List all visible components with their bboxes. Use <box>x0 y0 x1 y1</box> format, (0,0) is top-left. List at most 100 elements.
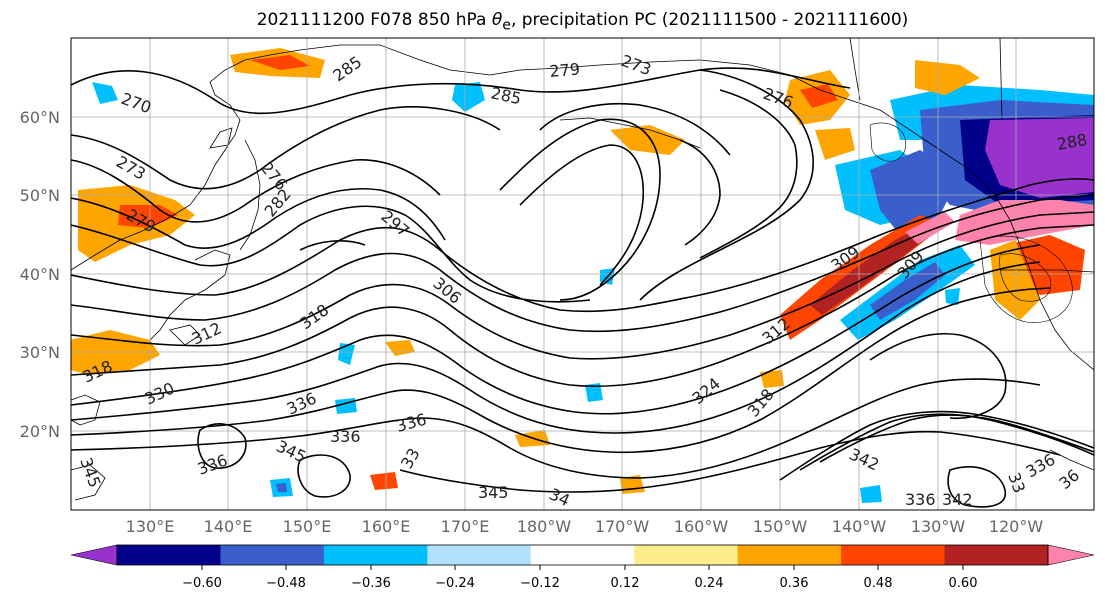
colorbar-cell <box>634 545 739 565</box>
lon-label: 170°E <box>441 517 490 536</box>
lon-label: 120°W <box>989 517 1044 536</box>
lat-label-40n: 40°N <box>20 265 60 284</box>
colorbar-cell <box>530 545 635 565</box>
contour-line <box>539 102 731 156</box>
shade-patch <box>945 288 960 305</box>
contour-line <box>71 224 1094 388</box>
colorbar-extend-max <box>1047 544 1095 566</box>
contour-line <box>197 423 247 469</box>
chart-title: 2021111200 F078 850 hPa θe, precipitatio… <box>256 10 909 34</box>
lon-label: 150°W <box>753 517 808 536</box>
shade-patch <box>990 240 1040 320</box>
lon-label: 130°E <box>126 517 175 536</box>
contour-line <box>71 106 501 190</box>
contour-line <box>71 287 1051 454</box>
shade-patch <box>760 370 784 388</box>
colorbar-tick-label: −0.48 <box>266 576 306 591</box>
coastline <box>849 38 1094 273</box>
shade-patch <box>870 262 945 320</box>
shade-patch <box>610 125 685 155</box>
contour-line <box>71 67 851 115</box>
lon-label: 160°E <box>362 517 411 536</box>
colorbar-tick-label: 0.36 <box>780 576 809 591</box>
contour-line <box>71 211 1094 360</box>
shade-patch <box>800 84 838 108</box>
latitude-labels: 60°N 50°N 40°N 30°N 20°N <box>20 108 60 441</box>
shade-patch <box>810 222 935 315</box>
coastline <box>71 464 106 501</box>
coastline <box>1049 449 1094 471</box>
colorbar-cells <box>117 545 1049 565</box>
colorbar-extend-min <box>70 544 118 566</box>
lon-label: 140°E <box>204 517 253 536</box>
contour-line <box>499 118 661 301</box>
colorbar-cell <box>944 545 1049 565</box>
shade-patch <box>815 128 855 160</box>
contour-line <box>71 244 1041 415</box>
contour-line <box>71 261 1041 434</box>
colorbar-frame <box>116 544 1049 566</box>
colorbar-cell <box>427 545 532 565</box>
colorbar-tick-label: 0.60 <box>949 576 978 591</box>
shade-patch <box>370 472 398 490</box>
colorbar-cell <box>117 545 221 565</box>
map-frame <box>70 37 1095 511</box>
colorbar-cell <box>841 545 946 565</box>
shade-patch <box>92 82 118 104</box>
coastline <box>239 139 261 251</box>
contour-line <box>679 139 721 246</box>
colorbar-tick-label: 0.24 <box>695 576 724 591</box>
colorbar-tick-label: 0.48 <box>864 576 893 591</box>
contour-line <box>999 253 1052 302</box>
contour-line <box>71 205 591 303</box>
lon-label: 180°W <box>517 517 572 536</box>
lon-label: 170°W <box>595 517 650 536</box>
longitude-labels: 130°E 140°E 150°E 160°E 170°E 180°W 170°… <box>126 517 1044 536</box>
colorbar: −0.60 −0.48 −0.36 −0.24 −0.12 0.12 0.24 … <box>70 544 1095 591</box>
contour-line <box>71 159 441 223</box>
shade-patch <box>985 118 1094 198</box>
contour-line <box>947 466 1006 508</box>
contour-line <box>819 414 1094 463</box>
colorbar-tick-label: −0.12 <box>520 576 560 591</box>
colorbar-tick-label: −0.60 <box>182 576 222 591</box>
colorbar-tick-label: −0.24 <box>435 576 475 591</box>
shade-patch <box>118 205 178 228</box>
shade-patch <box>276 483 287 492</box>
contour-line <box>299 240 366 251</box>
contour-line <box>699 89 798 259</box>
lon-label: 130°W <box>911 517 966 536</box>
contour-line <box>639 69 814 301</box>
contour-label: 345 <box>478 483 509 502</box>
shade-patch <box>860 485 882 503</box>
lat-label-30n: 30°N <box>20 343 60 362</box>
coastline <box>149 249 231 341</box>
contour-label: 336 <box>330 427 361 446</box>
shade-patch <box>338 343 355 365</box>
contour-line <box>399 430 1061 493</box>
contour-label: 279 <box>549 59 581 81</box>
contour-label: 342 <box>942 490 973 509</box>
colorbar-cell <box>737 545 842 565</box>
lon-label: 150°E <box>283 517 332 536</box>
contour-line <box>979 235 1073 323</box>
contour-label: 336 <box>905 490 936 509</box>
coastline <box>71 394 101 426</box>
contour-line <box>71 378 1041 479</box>
colorbar-cell <box>220 545 325 565</box>
lon-label: 160°W <box>674 517 729 536</box>
colorbar-ticks <box>201 565 964 570</box>
lat-label-60n: 60°N <box>20 108 60 127</box>
colorbar-tick-label: −0.36 <box>351 576 391 591</box>
contour-line <box>799 413 1094 471</box>
lat-label-20n: 20°N <box>20 422 60 441</box>
contour-line <box>779 410 1094 481</box>
shade-patch <box>452 82 485 112</box>
contour-line <box>71 178 1094 313</box>
coastline <box>71 44 380 271</box>
lon-label: 140°W <box>832 517 887 536</box>
contour-line <box>519 144 645 286</box>
shade-patch <box>250 55 310 70</box>
shading-layer <box>71 48 1094 503</box>
